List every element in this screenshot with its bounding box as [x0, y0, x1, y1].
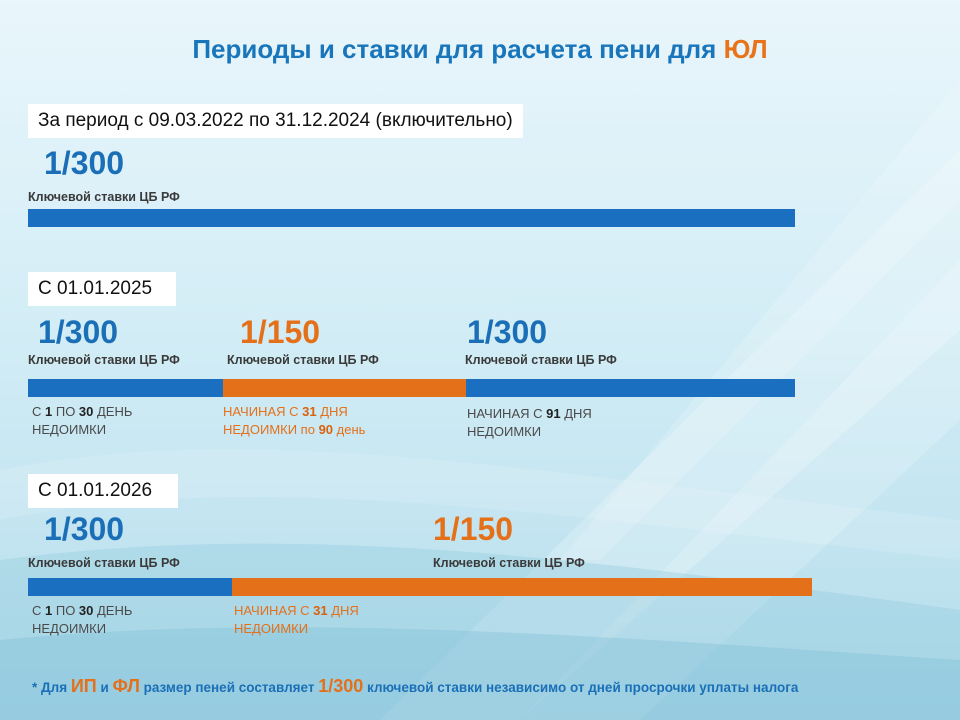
rate-bar-orange — [223, 379, 466, 397]
title-accent: ЮЛ — [723, 34, 768, 64]
rate-caption: Ключевой ставки ЦБ РФ — [28, 556, 180, 570]
rate-bar-orange — [232, 578, 812, 596]
rate-caption: Ключевой ставки ЦБ РФ — [28, 353, 180, 367]
rate-bar-blue — [28, 379, 223, 397]
period-label-3: С 01.01.2026 — [28, 474, 178, 508]
period-note: НАЧИНАЯ С 31 ДНЯ НЕДОИМКИ по 90 день — [223, 404, 366, 437]
rate-caption: Ключевой ставки ЦБ РФ — [28, 190, 180, 204]
period-label-2: С 01.01.2025 — [28, 272, 176, 306]
period-note: НАЧИНАЯ С 31 ДНЯ НЕДОИМКИ — [234, 603, 359, 636]
rate-value: 1/300 — [467, 314, 548, 350]
rate-caption: Ключевой ставки ЦБ РФ — [227, 353, 379, 367]
period-label-1: За период с 09.03.2022 по 31.12.2024 (вк… — [28, 104, 523, 138]
rate-value: 1/300 — [44, 145, 125, 181]
rate-caption: Ключевой ставки ЦБ РФ — [433, 556, 585, 570]
rate-value: 1/300 — [44, 511, 125, 547]
rate-value: 1/150 — [240, 314, 321, 350]
rate-bar-blue — [28, 209, 795, 227]
rate-bar-blue — [466, 379, 795, 397]
period-note: С 1 ПО 30 ДЕНЬ НЕДОИМКИ — [32, 404, 133, 437]
period-note: НАЧИНАЯ С 91 ДНЯ НЕДОИМКИ — [467, 406, 592, 439]
rate-bar-blue — [28, 578, 232, 596]
period-note: С 1 ПО 30 ДЕНЬ НЕДОИМКИ — [32, 603, 133, 636]
rate-value: 1/300 — [38, 314, 119, 350]
footnote: * Для ИП и ФЛ размер пеней составляет 1/… — [32, 676, 799, 696]
page-title: Периоды и ставки для расчета пени для ЮЛ — [192, 34, 768, 64]
rate-value: 1/150 — [433, 511, 514, 547]
rate-caption: Ключевой ставки ЦБ РФ — [465, 353, 617, 367]
